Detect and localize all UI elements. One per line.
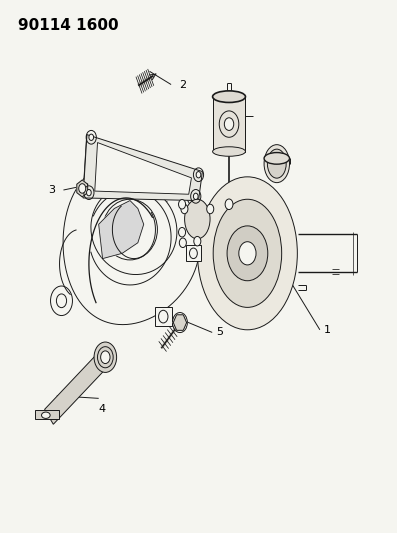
Ellipse shape — [268, 149, 286, 178]
Circle shape — [181, 204, 188, 214]
Text: 90114 1600: 90114 1600 — [18, 18, 119, 33]
Circle shape — [194, 237, 201, 246]
Polygon shape — [83, 135, 202, 200]
Text: 2: 2 — [179, 79, 186, 90]
Polygon shape — [173, 315, 187, 330]
Circle shape — [224, 118, 234, 131]
Polygon shape — [185, 245, 201, 261]
Circle shape — [79, 184, 86, 193]
Circle shape — [239, 241, 256, 265]
Circle shape — [89, 134, 94, 140]
Polygon shape — [77, 180, 88, 197]
Circle shape — [207, 204, 214, 214]
Circle shape — [193, 193, 198, 199]
Ellipse shape — [198, 177, 297, 330]
Polygon shape — [35, 410, 59, 419]
Text: 1: 1 — [324, 325, 331, 335]
Text: 3: 3 — [48, 185, 56, 195]
Circle shape — [100, 351, 110, 364]
Ellipse shape — [185, 199, 210, 239]
Circle shape — [196, 172, 201, 178]
Polygon shape — [212, 96, 245, 151]
Circle shape — [225, 199, 233, 209]
Polygon shape — [99, 200, 144, 259]
Ellipse shape — [212, 147, 245, 156]
Text: 5: 5 — [216, 327, 223, 337]
Ellipse shape — [213, 199, 282, 308]
Circle shape — [189, 248, 197, 259]
Ellipse shape — [102, 199, 157, 260]
Ellipse shape — [212, 91, 245, 102]
Circle shape — [56, 294, 67, 308]
Ellipse shape — [264, 144, 289, 183]
Circle shape — [179, 238, 186, 247]
Circle shape — [87, 190, 91, 196]
Ellipse shape — [42, 412, 50, 418]
Polygon shape — [44, 350, 110, 424]
Circle shape — [94, 342, 117, 373]
Ellipse shape — [264, 152, 289, 164]
Polygon shape — [95, 142, 191, 194]
Text: 4: 4 — [99, 403, 106, 414]
Polygon shape — [155, 307, 172, 326]
Ellipse shape — [91, 184, 177, 274]
Circle shape — [179, 199, 185, 209]
Circle shape — [227, 226, 268, 281]
Circle shape — [179, 228, 185, 237]
